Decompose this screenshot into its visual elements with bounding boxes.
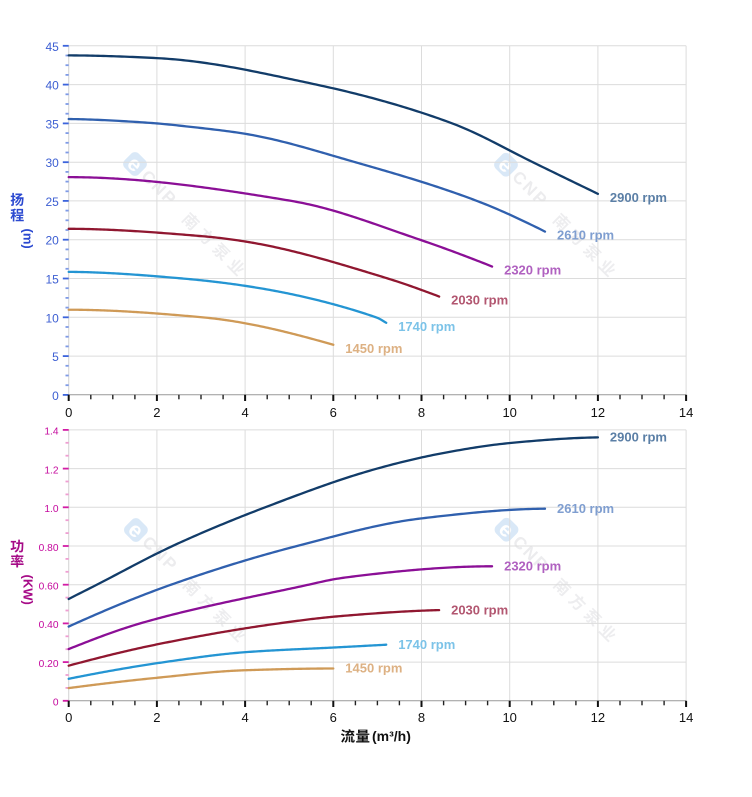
- svg-text:0: 0: [53, 698, 59, 709]
- svg-text:0.60: 0.60: [39, 582, 59, 593]
- svg-text:6: 6: [330, 405, 337, 420]
- svg-text:0: 0: [65, 405, 72, 420]
- svg-text:0: 0: [52, 389, 59, 403]
- svg-text:20: 20: [45, 234, 59, 248]
- svg-text:35: 35: [45, 117, 59, 131]
- svg-text:1.2: 1.2: [44, 465, 58, 476]
- svg-text:(m³/h): (m³/h): [372, 728, 411, 744]
- svg-text:6: 6: [330, 710, 337, 725]
- svg-text:14: 14: [679, 405, 693, 420]
- svg-text:30: 30: [45, 156, 59, 170]
- svg-text:12: 12: [591, 405, 605, 420]
- svg-text:2610 rpm: 2610 rpm: [557, 228, 614, 243]
- svg-text:1740 rpm: 1740 rpm: [398, 319, 455, 334]
- svg-text:2610 rpm: 2610 rpm: [557, 501, 614, 516]
- svg-text:1740 rpm: 1740 rpm: [398, 637, 455, 652]
- svg-text:25: 25: [45, 195, 59, 209]
- svg-text:8: 8: [418, 710, 425, 725]
- svg-text:1450 rpm: 1450 rpm: [345, 661, 402, 676]
- svg-text:(KW): (KW): [21, 575, 36, 605]
- svg-text:0: 0: [65, 710, 72, 725]
- svg-text:2: 2: [153, 710, 160, 725]
- svg-text:10: 10: [45, 311, 59, 325]
- svg-text:1.4: 1.4: [44, 427, 58, 438]
- svg-text:0.40: 0.40: [39, 620, 59, 631]
- svg-text:0.80: 0.80: [39, 543, 59, 554]
- svg-text:0.20: 0.20: [39, 659, 59, 670]
- svg-text:12: 12: [591, 710, 605, 725]
- svg-text:4: 4: [241, 710, 248, 725]
- svg-text:2030 rpm: 2030 rpm: [451, 293, 508, 308]
- svg-text:8: 8: [418, 405, 425, 420]
- svg-text:2: 2: [153, 405, 160, 420]
- svg-text:2320 rpm: 2320 rpm: [504, 263, 561, 278]
- svg-text:10: 10: [502, 710, 516, 725]
- svg-text:2900 rpm: 2900 rpm: [610, 430, 667, 445]
- svg-text:45: 45: [45, 40, 59, 54]
- svg-text:14: 14: [679, 710, 693, 725]
- svg-text:2900 rpm: 2900 rpm: [610, 190, 667, 205]
- svg-text:4: 4: [241, 405, 248, 420]
- svg-text:10: 10: [502, 405, 516, 420]
- svg-text:2030 rpm: 2030 rpm: [451, 602, 508, 617]
- svg-text:40: 40: [45, 79, 59, 93]
- svg-text:1450 rpm: 1450 rpm: [345, 341, 402, 356]
- svg-text:1.0: 1.0: [44, 504, 58, 515]
- svg-text:15: 15: [45, 273, 59, 287]
- svg-text:2320 rpm: 2320 rpm: [504, 559, 561, 574]
- svg-text:(m): (m): [21, 229, 36, 249]
- svg-text:5: 5: [52, 350, 59, 364]
